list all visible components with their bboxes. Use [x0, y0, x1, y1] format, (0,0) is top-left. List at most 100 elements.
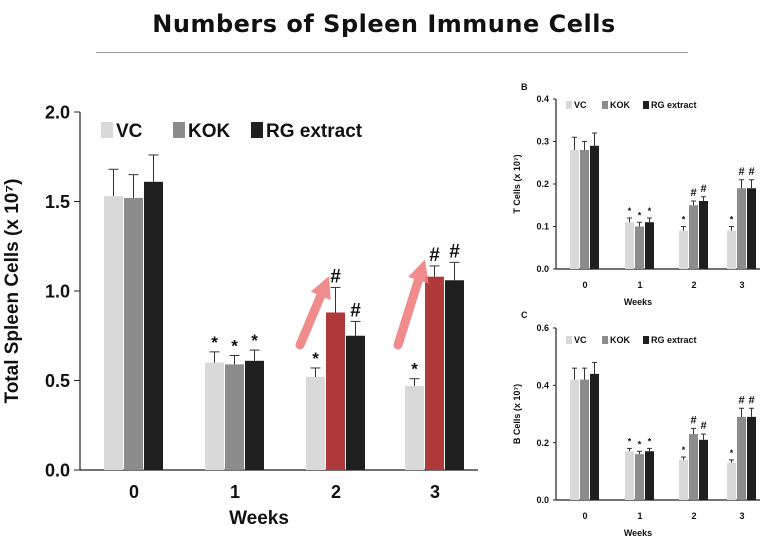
x-tick-label: 1 [230, 482, 240, 502]
title-divider [96, 52, 688, 53]
bar-rg-extract [590, 145, 599, 269]
bar-kok [737, 416, 746, 500]
significance-hash: # [700, 183, 706, 195]
bar-vc [570, 150, 579, 269]
y-tick-label: 0.0 [536, 495, 549, 505]
trend-arrow [295, 276, 331, 350]
significance-hash: # [748, 394, 754, 406]
y-tick-label: 0.1 [536, 222, 549, 232]
legend-swatch [602, 336, 608, 344]
significance-hash: # [449, 241, 460, 262]
significance-star: * [628, 206, 632, 216]
legend-label: VC [574, 100, 587, 110]
significance-star: * [682, 445, 686, 455]
y-tick-label: 0.2 [536, 179, 549, 189]
significance-star: * [648, 206, 652, 216]
x-axis-label: Weeks [624, 297, 652, 307]
significance-star: * [730, 448, 734, 458]
bar-vc [727, 462, 736, 500]
y-tick-label: 0.4 [536, 94, 549, 104]
significance-star: * [312, 349, 319, 368]
y-axis-label: B Cells (x 10⁷) [512, 384, 522, 444]
bar-vc [727, 230, 736, 269]
y-tick-label: 0.0 [536, 264, 549, 274]
bar-vc [306, 376, 325, 470]
significance-star: * [730, 215, 734, 225]
bar-kok [737, 188, 746, 269]
legend-swatch [602, 101, 608, 109]
bar-rg-extract [445, 280, 464, 470]
bar-rg-extract [245, 360, 264, 470]
trend-arrow [393, 259, 429, 350]
significance-hash: # [700, 420, 706, 432]
chart-b-cells: 0.0 0.2 0.4 0.6 B Cells (x 10⁷) 0 1 2 3 Weeks * * * *… [512, 310, 760, 538]
x-axis-label: Weeks [624, 528, 652, 538]
y-tick-label: 0.6 [536, 323, 549, 333]
bar-kok [225, 364, 244, 470]
bar-rg-extract [699, 439, 708, 500]
bar-vc [625, 451, 634, 500]
significance-star: * [628, 436, 632, 446]
bar-rg-extract [590, 373, 599, 500]
legend-swatch [643, 101, 649, 109]
bar-rg-extract [144, 181, 163, 470]
legend-label: KOK [610, 100, 631, 110]
significance-star: * [211, 333, 218, 352]
bar-rg-extract [747, 416, 756, 500]
x-tick-label: 3 [739, 280, 744, 290]
legend-label: RG extract [651, 100, 697, 110]
x-tick-label: 2 [331, 482, 341, 502]
bar-rg-extract [699, 201, 708, 269]
legend-swatch [101, 122, 113, 138]
panel-label: B [521, 82, 528, 92]
significance-hash: # [350, 300, 361, 321]
legend-swatch [566, 101, 572, 109]
significance-hash: # [330, 266, 341, 287]
legend-label: KOK [188, 121, 231, 142]
bar-kok [580, 150, 589, 269]
significance-star: * [251, 331, 258, 350]
bar-rg-extract [747, 188, 756, 269]
x-tick-label: 2 [691, 511, 696, 521]
bar-rg-extract [346, 335, 365, 470]
bar-kok [425, 276, 444, 470]
legend-swatch [251, 122, 263, 138]
bar-kok [635, 454, 644, 500]
bar-kok [580, 379, 589, 500]
legend-label: VC [116, 121, 143, 142]
legend-label: RG extract [266, 121, 363, 142]
x-tick-label: 0 [582, 511, 587, 521]
x-axis-label: Weeks [229, 508, 289, 529]
significance-star: * [638, 439, 642, 449]
significance-star: * [411, 360, 418, 379]
bar-kok [689, 434, 698, 500]
y-tick-label: 0.2 [536, 438, 549, 448]
y-tick-label: 1.0 [45, 281, 70, 301]
bar-rg-extract [645, 451, 654, 500]
legend-label: KOK [610, 335, 631, 345]
bar-vc [104, 196, 123, 470]
significance-star: * [638, 210, 642, 220]
bar-vc [405, 385, 424, 470]
y-tick-label: 0.3 [536, 137, 549, 147]
x-tick-label: 3 [739, 511, 744, 521]
legend-label: VC [574, 335, 587, 345]
bar-vc [570, 379, 579, 500]
y-tick-label: 0.4 [536, 380, 549, 390]
chart-total-spleen-cells: 0.0 0.5 1.0 1.5 2.0 Total Spleen Cells (x 10⁷… [2, 102, 478, 529]
significance-hash: # [748, 166, 754, 178]
bar-kok [635, 226, 644, 269]
significance-hash: # [429, 245, 440, 266]
y-tick-label: 1.5 [45, 192, 70, 212]
x-tick-label: 3 [430, 482, 440, 502]
y-axis-label: Total Spleen Cells (x 10⁷) [2, 179, 23, 404]
significance-hash: # [738, 166, 744, 178]
x-tick-label: 0 [582, 280, 587, 290]
y-tick-label: 0.5 [45, 371, 70, 391]
y-axis-label: T Cells (x 10⁷) [512, 154, 522, 213]
x-tick-label: 2 [691, 280, 696, 290]
chart-t-cells: 0.0 0.1 0.2 0.3 0.4 T Cells (x 10⁷) 0 1 2 3 Weeks *… [512, 82, 760, 307]
legend-label: RG extract [651, 335, 697, 345]
bar-kok [124, 197, 143, 471]
